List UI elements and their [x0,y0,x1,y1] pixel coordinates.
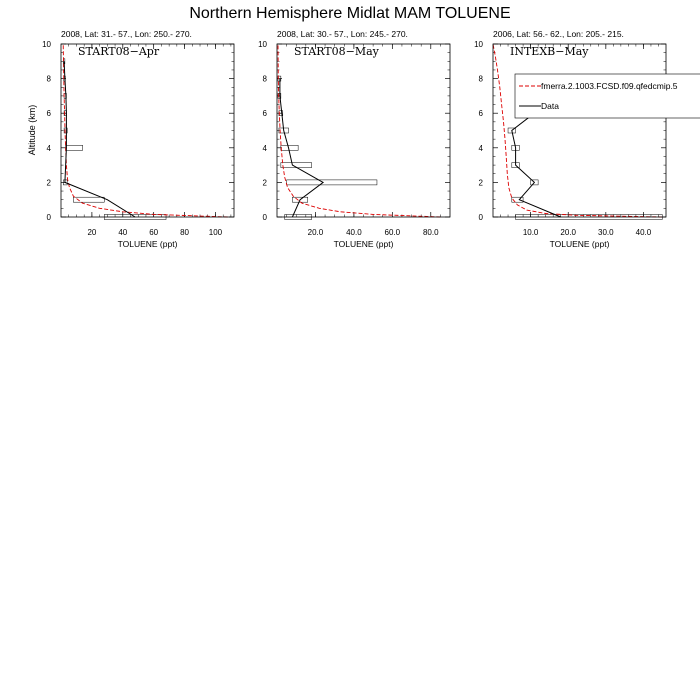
y-tick-label: 4 [47,144,52,153]
y-tick-label: 8 [479,75,484,84]
panel-subtitle: 2008, Lat: 31.- 57., Lon: 250.- 270. [61,29,192,39]
panel-subtitle: 2008, Lat: 30.- 57., Lon: 245.- 270. [277,29,408,39]
model-profile-line [492,43,663,218]
y-tick-label: 10 [474,40,483,49]
model-profile-line [277,43,441,218]
data-range-box [507,127,516,134]
y-tick-label: 10 [42,40,51,49]
x-tick-label: 10.0 [523,228,539,237]
plot-frame [276,43,451,218]
data-profile-line [63,61,136,218]
y-tick-label: 0 [47,213,52,222]
panel-subtitle: 2006, Lat: 56.- 62., Lon: 205.- 215. [493,29,624,39]
figure-title: Northern Hemisphere Midlat MAM TOLUENE [189,5,510,22]
panels: 2008, Lat: 31.- 57., Lon: 250.- 270. STAR… [42,29,667,249]
x-tick-label: 30.0 [598,228,614,237]
data-range-box [73,196,105,203]
y-tick-label: 8 [263,75,268,84]
data-range-box [530,179,539,186]
data-range-box [511,196,524,203]
data-range-box [65,145,83,151]
legend-model-label: fmerra.2.1003.FCSD.f09.qfedcmip.5 [541,81,678,91]
plot-frame [492,43,667,218]
y-tick-label: 8 [47,75,52,84]
x-tick-label: 60.0 [385,228,401,237]
legend: fmerra.2.1003.FCSD.f09.qfedcmip.5 Data [514,73,700,119]
panel-3: 2006, Lat: 56.- 62., Lon: 205.- 215. INTE… [474,29,667,249]
x-tick-label: 60 [149,228,158,237]
data-profile-line [279,78,325,218]
data-range-box [63,127,68,134]
y-tick-label: 2 [47,178,52,187]
panel-label: START08−Apr [78,45,160,58]
x-tick-label: 100 [209,228,223,237]
x-tick-label: 20 [87,228,96,237]
x-tick-label: 80.0 [423,228,439,237]
y-tick-label: 6 [479,109,484,118]
x-tick-label: 80 [180,228,189,237]
panel-label: INTEXB−May [510,45,589,58]
panel-2: 2008, Lat: 30.- 57., Lon: 245.- 270. STAR… [258,29,451,249]
x-tick-label: 40.0 [636,228,652,237]
legend-data-label: Data [541,101,559,111]
y-tick-label: 6 [263,109,268,118]
y-tick-label: 4 [479,144,484,153]
legend-box [514,73,700,119]
y-tick-label: 2 [263,178,268,187]
x-tick-label: 40 [118,228,127,237]
model-profile-line [62,43,228,218]
y-tick-label: 0 [479,213,484,222]
plot-frame [60,43,235,218]
x-axis-label: TOLUENE (ppt) [118,239,178,249]
panel-label: START08−May [294,45,380,58]
y-axis-label: Altitude (km) [27,105,37,156]
y-tick-label: 4 [263,144,268,153]
x-axis-label: TOLUENE (ppt) [550,239,610,249]
x-axis-label: TOLUENE (ppt) [334,239,394,249]
y-tick-label: 10 [258,40,267,49]
x-tick-label: 20.0 [308,228,324,237]
y-tick-label: 0 [263,213,268,222]
panel-1: 2008, Lat: 31.- 57., Lon: 250.- 270. STAR… [42,29,235,249]
x-tick-label: 20.0 [560,228,576,237]
x-tick-label: 40.0 [346,228,362,237]
y-tick-label: 2 [479,178,484,187]
data-range-box [286,179,378,186]
data-range-box [280,145,299,151]
y-tick-label: 6 [47,109,52,118]
